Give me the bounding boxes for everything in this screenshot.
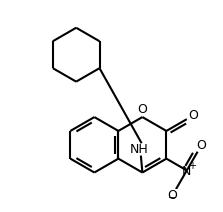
Text: NH: NH [130, 143, 149, 156]
Text: N: N [182, 165, 192, 178]
Text: O: O [137, 103, 147, 116]
Text: +: + [188, 161, 196, 171]
Text: O: O [188, 109, 198, 122]
Text: O: O [196, 139, 206, 152]
Text: −: − [168, 192, 176, 202]
Text: O: O [168, 189, 178, 202]
